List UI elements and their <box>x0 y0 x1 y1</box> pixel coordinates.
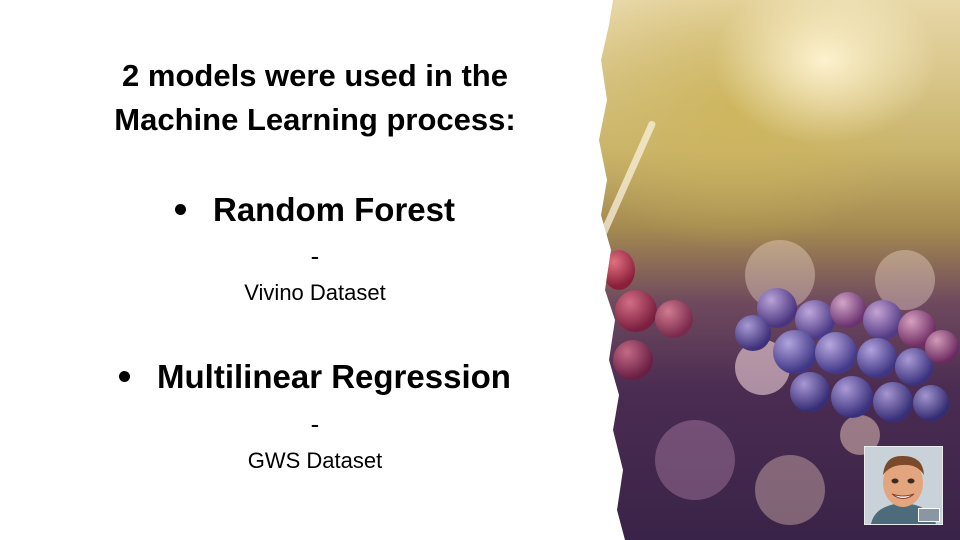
bullet-dash-2: - <box>310 409 320 439</box>
slide-text-area: 2 models were used in the Machine Learni… <box>40 0 590 540</box>
title-line-1: 2 models were used in the <box>122 58 508 93</box>
grape <box>773 330 817 374</box>
grape <box>913 385 949 421</box>
grape <box>863 300 903 340</box>
grape <box>615 290 657 332</box>
bullet-dot-icon <box>119 370 131 382</box>
slide-title: 2 models were used in the Machine Learni… <box>40 54 590 142</box>
presenter-video-thumbnail[interactable] <box>864 446 943 525</box>
grape <box>735 315 771 351</box>
bullet-label-1: Random Forest <box>212 191 456 228</box>
bullet-dataset-2: GWS Dataset <box>247 448 383 473</box>
bullet-dash-1: - <box>310 241 320 271</box>
grape <box>925 330 959 364</box>
grape <box>815 332 857 374</box>
grape <box>613 340 653 380</box>
self-view-mini-icon <box>918 508 940 522</box>
bullet-dot-icon <box>174 203 186 215</box>
grape <box>873 382 913 422</box>
bullet-item-1: Random Forest <box>40 190 590 230</box>
grape <box>790 372 830 412</box>
grape <box>857 338 897 378</box>
grape <box>655 300 693 338</box>
grapes-photo <box>599 0 960 540</box>
grape <box>830 292 866 328</box>
bullet-dataset-1: Vivino Dataset <box>244 280 386 305</box>
title-line-2: Machine Learning process: <box>114 102 516 137</box>
grape <box>831 376 873 418</box>
bokeh-light <box>755 455 825 525</box>
bullet-item-2: Multilinear Regression <box>40 357 590 397</box>
bullet-label-2: Multilinear Regression <box>157 358 511 395</box>
bokeh-light <box>655 420 735 500</box>
grape <box>603 250 635 290</box>
vine-stick <box>599 120 657 270</box>
